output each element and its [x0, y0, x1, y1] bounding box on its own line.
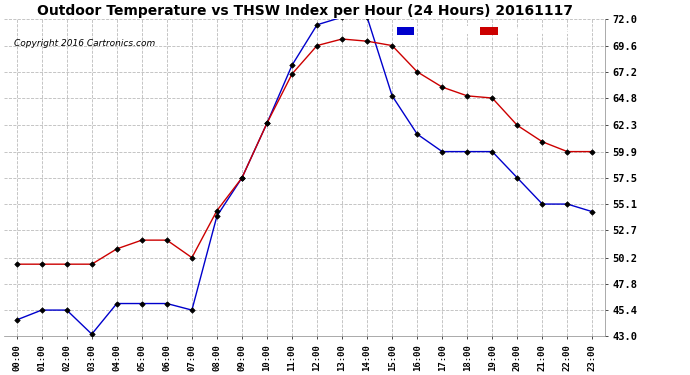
Legend: THSW  (°F), Temperature  (°F): THSW (°F), Temperature (°F) — [395, 24, 600, 38]
Text: Copyright 2016 Cartronics.com: Copyright 2016 Cartronics.com — [14, 39, 155, 48]
Title: Outdoor Temperature vs THSW Index per Hour (24 Hours) 20161117: Outdoor Temperature vs THSW Index per Ho… — [37, 4, 573, 18]
